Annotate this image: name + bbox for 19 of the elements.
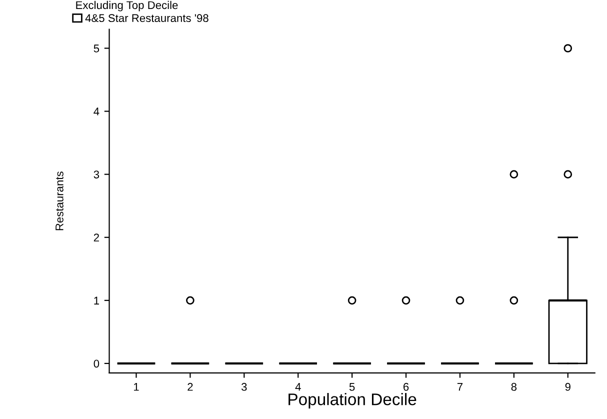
x-tick-label: 5	[349, 383, 355, 391]
x-tick-label: 6	[403, 382, 409, 391]
y-tick-label: 1	[94, 296, 99, 304]
y-axis-title: Restaurants	[56, 172, 64, 230]
chart-title: Excluding Top Decile	[76, 0, 178, 12]
x-tick-label: 9	[565, 382, 570, 391]
x-tick-label: 2	[188, 382, 193, 391]
x-tick-label: 7	[457, 383, 463, 391]
x-tick-label: 4	[295, 383, 301, 391]
x-tick-label: 8	[511, 382, 517, 391]
y-tick-label: 3	[94, 170, 100, 178]
x-tick-label: 1	[134, 383, 139, 391]
legend-label: 4&5 Star Restaurants '98	[85, 14, 208, 22]
y-tick-label: 5	[94, 44, 100, 52]
y-tick-label: 4	[94, 108, 100, 116]
x-axis-title: Population Decile	[288, 392, 416, 409]
x-tick-label: 3	[241, 382, 247, 391]
y-tick-label: 2	[94, 234, 99, 242]
y-tick-label: 0	[94, 360, 100, 368]
